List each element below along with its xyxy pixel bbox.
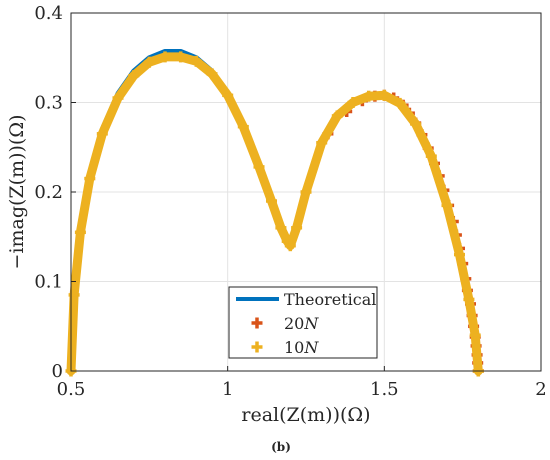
series-10n-point	[463, 293, 475, 305]
series-10n-point	[266, 195, 277, 207]
legend-label-10n: 10N	[284, 338, 319, 357]
series-10n-point	[378, 89, 390, 101]
series-10n-point	[84, 173, 96, 185]
x-tick-label-1-5: 1.5	[370, 379, 399, 400]
series-10n-dense-trace	[66, 52, 483, 376]
series-10n-point	[275, 222, 287, 234]
series-10n-point	[96, 128, 108, 140]
series-10n-point	[112, 92, 124, 104]
x-tick-label-2: 2	[535, 379, 546, 400]
legend-label-20n-base: 20	[284, 314, 304, 333]
series-10n-point	[347, 97, 359, 108]
series-10n-point	[128, 70, 140, 82]
series-10n-point	[143, 56, 155, 68]
series-10n-point	[206, 68, 218, 80]
series-10n-point	[469, 329, 481, 341]
axis-ticks: 0.5 1 1.5 200.10.20.30.4	[34, 3, 546, 400]
legend-label-10n-italic: N	[303, 338, 319, 357]
legend-swatch-20n	[251, 317, 263, 329]
series-10n-point	[190, 55, 202, 67]
y-tick-label-0-1: 0.1	[34, 272, 63, 293]
x-axis-label: real(Z(m))(Ω)	[241, 404, 370, 426]
series-10n	[65, 51, 484, 377]
series-10n-point	[284, 240, 296, 252]
legend-label-theoretical: Theoretical	[284, 290, 376, 309]
series-10n-point	[68, 289, 80, 301]
series-10n-point	[291, 222, 303, 234]
series-10n-point	[253, 161, 265, 173]
series-10n-point	[331, 110, 343, 122]
series-10n-point	[425, 150, 437, 162]
series-10n-point	[394, 97, 406, 109]
legend-swatch-10n	[251, 341, 263, 353]
legend: Theoretical 20N 10N	[228, 286, 378, 359]
series-10n-point	[175, 51, 187, 63]
series-10n-point	[222, 89, 234, 101]
series-10n-point	[281, 235, 293, 247]
y-tick-label-0-4: 0.4	[34, 3, 63, 24]
y-axis-label: −imag(Z(m))(Ω)	[6, 115, 28, 270]
series-10n-point	[74, 226, 86, 238]
series-10n-point	[410, 118, 422, 130]
data-series	[65, 49, 484, 377]
series-10n-point	[237, 121, 249, 133]
x-tick-label-0-5: 0.5	[57, 379, 86, 400]
series-10n-point	[363, 90, 375, 102]
series-10n-point	[316, 137, 328, 149]
series-10n-point	[159, 51, 171, 63]
y-tick-label-0: 0	[52, 361, 63, 382]
series-10n-point	[300, 186, 312, 198]
series-10n-point	[454, 249, 465, 261]
figure-caption: (b)	[271, 440, 291, 454]
y-tick-label-0-3: 0.3	[34, 93, 63, 114]
legend-label-20n: 20N	[284, 314, 319, 333]
legend-label-10n-base: 10	[284, 338, 304, 357]
series-10n-point	[441, 199, 453, 211]
x-tick-label-1: 1	[222, 379, 233, 400]
y-tick-label-0-2: 0.2	[34, 182, 63, 203]
legend-label-20n-italic: N	[303, 314, 319, 333]
